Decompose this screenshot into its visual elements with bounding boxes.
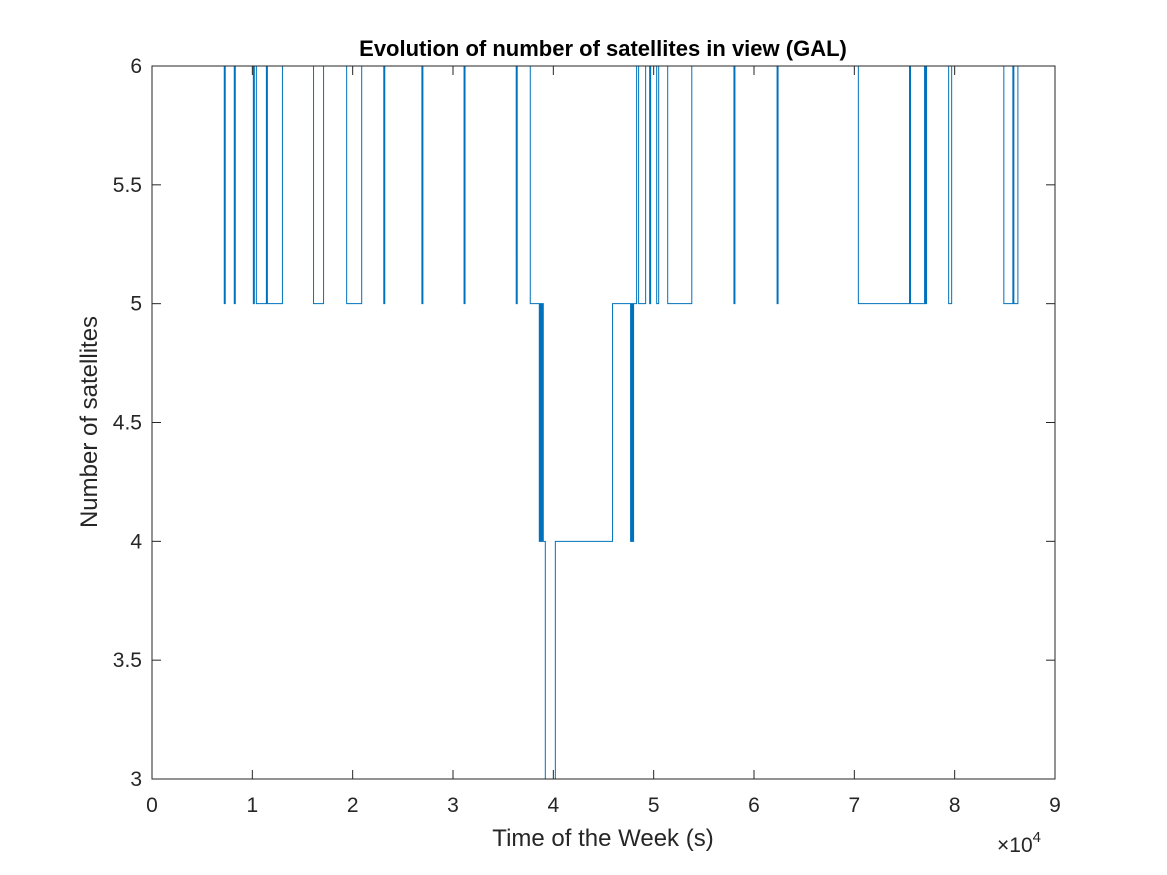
x-axis-exponent-label: ×104 [997, 829, 1041, 857]
y-tick-label: 3.5 [113, 649, 142, 672]
y-tick-label: 6 [130, 55, 142, 78]
x-tick-label: 9 [1049, 794, 1061, 817]
x-tick-label: 2 [347, 794, 359, 817]
x-tick-label: 4 [547, 794, 559, 817]
x-axis-multiplier: ×10 [997, 834, 1033, 857]
x-tick-label: 6 [748, 794, 760, 817]
y-axis-label: Number of satellites [76, 316, 103, 528]
x-tick-label: 8 [949, 794, 961, 817]
axes-layer: 0 1 2 3 4 5 6 7 8 9 3 3.5 4 4.5 5 5.5 6 [113, 55, 1061, 817]
x-tick-label: 5 [648, 794, 660, 817]
y-tick-label: 5 [130, 293, 142, 316]
x-tick-label: 1 [246, 794, 258, 817]
y-tick-label: 4.5 [113, 412, 142, 435]
x-tick-label: 3 [447, 794, 459, 817]
y-tick-label: 3 [130, 768, 142, 791]
x-axis-exponent: 4 [1033, 829, 1041, 846]
chart-title: Evolution of number of satellites in vie… [359, 36, 847, 61]
x-tick-label: 7 [848, 794, 860, 817]
y-tick-label: 5.5 [113, 174, 142, 197]
x-axis-label: Time of the Week (s) [492, 825, 713, 852]
x-tick-label: 0 [146, 794, 158, 817]
y-tick-label: 4 [130, 530, 142, 553]
